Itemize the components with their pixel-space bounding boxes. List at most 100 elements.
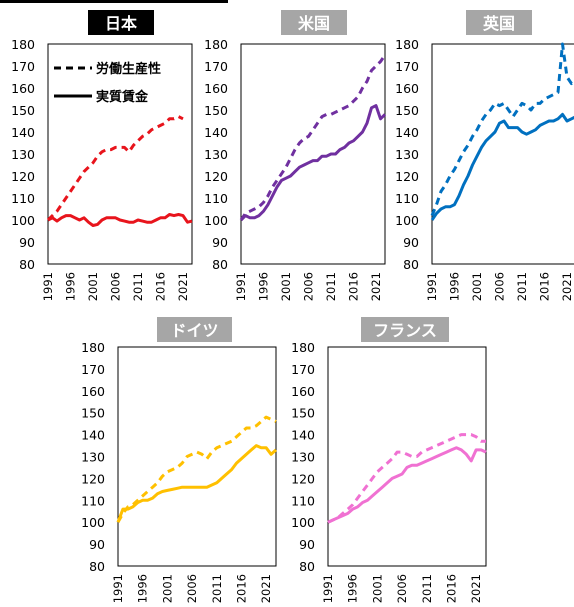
y-tick-label: 120	[11, 169, 35, 184]
x-tick-label: 2011	[420, 574, 434, 603]
y-tick-label: 160	[204, 81, 228, 96]
y-tick-label: 120	[395, 169, 419, 184]
x-tick-label: 1996	[448, 272, 462, 301]
y-tick-label: 90	[403, 235, 419, 250]
y-tick-label: 180	[291, 340, 315, 355]
plot-area-border	[117, 346, 277, 567]
x-tick-label: 2001	[160, 574, 174, 603]
y-tick-label: 150	[81, 406, 105, 421]
x-tick-label: 2016	[347, 272, 361, 301]
chart-title-background	[361, 317, 449, 342]
series-line-wages	[239, 104, 387, 222]
y-tick-label: 160	[81, 384, 105, 399]
legend-label-productivity: 労働生産性	[96, 61, 161, 77]
chart-panel-2: 米国 80 90 100 110 120 130 140 150 160 170 180 1991 199…	[204, 10, 387, 301]
top-rule	[0, 0, 228, 3]
y-tick-label: 90	[19, 235, 35, 250]
y-tick-label: 80	[299, 559, 315, 574]
y-tick-label: 80	[212, 257, 228, 272]
series-line-wages	[116, 444, 278, 523]
x-tick-label: 2011	[210, 574, 224, 603]
y-tick-label: 140	[395, 125, 419, 140]
chart-title: 英国	[482, 14, 515, 33]
y-tick-label: 130	[395, 147, 419, 162]
y-tick-label: 100	[11, 213, 35, 228]
chart-title: ドイツ	[170, 321, 218, 340]
x-tick-label: 2021	[369, 272, 383, 301]
y-tick-label: 180	[81, 340, 105, 355]
y-tick-label: 130	[81, 450, 105, 465]
series-line-productivity	[116, 415, 277, 523]
x-tick-label: 2021	[259, 574, 273, 603]
y-tick-label: 110	[395, 191, 419, 206]
y-tick-label: 130	[204, 147, 228, 162]
x-tick-label: 2006	[302, 272, 316, 301]
chart-panel-3: 英国 80 90 100 110 120 130 140 150 160 170 180 1991 199…	[395, 10, 574, 301]
x-tick-label: 2016	[444, 574, 458, 603]
series-line-wages	[327, 446, 487, 524]
x-tick-label: 2016	[154, 272, 168, 301]
y-tick-label: 90	[299, 537, 315, 552]
y-tick-label: 180	[204, 37, 228, 52]
x-tick-label: 1996	[257, 272, 271, 301]
y-tick-label: 110	[81, 493, 105, 508]
y-tick-label: 100	[291, 515, 315, 530]
chart-title-background	[157, 317, 232, 342]
series-line-productivity	[327, 433, 486, 524]
y-tick-label: 80	[403, 257, 419, 272]
x-tick-label: 2006	[395, 574, 409, 603]
series-line-productivity	[239, 54, 387, 221]
y-tick-label: 160	[395, 81, 419, 96]
plot-area-border	[240, 43, 386, 265]
x-tick-label: 1996	[136, 574, 150, 603]
x-tick-label: 1991	[425, 272, 439, 301]
y-tick-label: 140	[11, 125, 35, 140]
y-tick-label: 140	[291, 428, 315, 443]
y-tick-label: 80	[19, 257, 35, 272]
y-tick-label: 150	[291, 406, 315, 421]
y-tick-label: 170	[81, 362, 105, 377]
plot-area-border	[327, 346, 487, 567]
chart-panel-5: フランス 80 90 100 110 120 130 140 150 160 170 180 1991 1…	[291, 317, 487, 603]
x-tick-label: 2016	[234, 574, 248, 603]
x-tick-label: 2001	[470, 272, 484, 301]
y-tick-label: 80	[89, 559, 105, 574]
x-tick-label: 2001	[370, 574, 384, 603]
x-tick-label: 2011	[131, 272, 145, 301]
x-tick-label: 2021	[176, 272, 190, 301]
y-tick-label: 130	[11, 147, 35, 162]
x-tick-label: 1991	[41, 272, 55, 301]
x-tick-label: 2001	[279, 272, 293, 301]
y-tick-label: 90	[89, 537, 105, 552]
x-tick-label: 1991	[234, 272, 248, 301]
x-tick-label: 1996	[64, 272, 78, 301]
chart-title: フランス	[373, 321, 437, 340]
series-line-productivity	[46, 115, 184, 222]
x-tick-label: 2016	[538, 272, 552, 301]
y-tick-label: 120	[291, 471, 315, 486]
y-tick-label: 130	[291, 450, 315, 465]
y-tick-label: 150	[11, 103, 35, 118]
chart-title-background	[466, 10, 532, 35]
x-tick-label: 2021	[469, 574, 483, 603]
chart-title: 日本	[105, 14, 137, 33]
y-tick-label: 150	[204, 103, 228, 118]
y-tick-label: 170	[11, 59, 35, 74]
chart-panel-1: 日本 80 90 100 110 120 130 140 150 160 170 180 1991 199…	[11, 10, 193, 301]
y-tick-label: 170	[395, 59, 419, 74]
x-tick-label: 1996	[346, 574, 360, 603]
y-tick-label: 100	[81, 515, 105, 530]
x-tick-label: 1991	[111, 574, 125, 603]
plot-area-border	[47, 43, 193, 265]
series-line-wages	[430, 112, 574, 221]
y-tick-label: 100	[204, 213, 228, 228]
x-tick-label: 2006	[109, 272, 123, 301]
plot-area-border	[431, 43, 574, 265]
y-tick-label: 180	[11, 37, 35, 52]
y-tick-label: 110	[291, 493, 315, 508]
x-tick-label: 2006	[493, 272, 507, 301]
chart-title: 米国	[298, 14, 330, 33]
x-tick-label: 2006	[185, 574, 199, 603]
